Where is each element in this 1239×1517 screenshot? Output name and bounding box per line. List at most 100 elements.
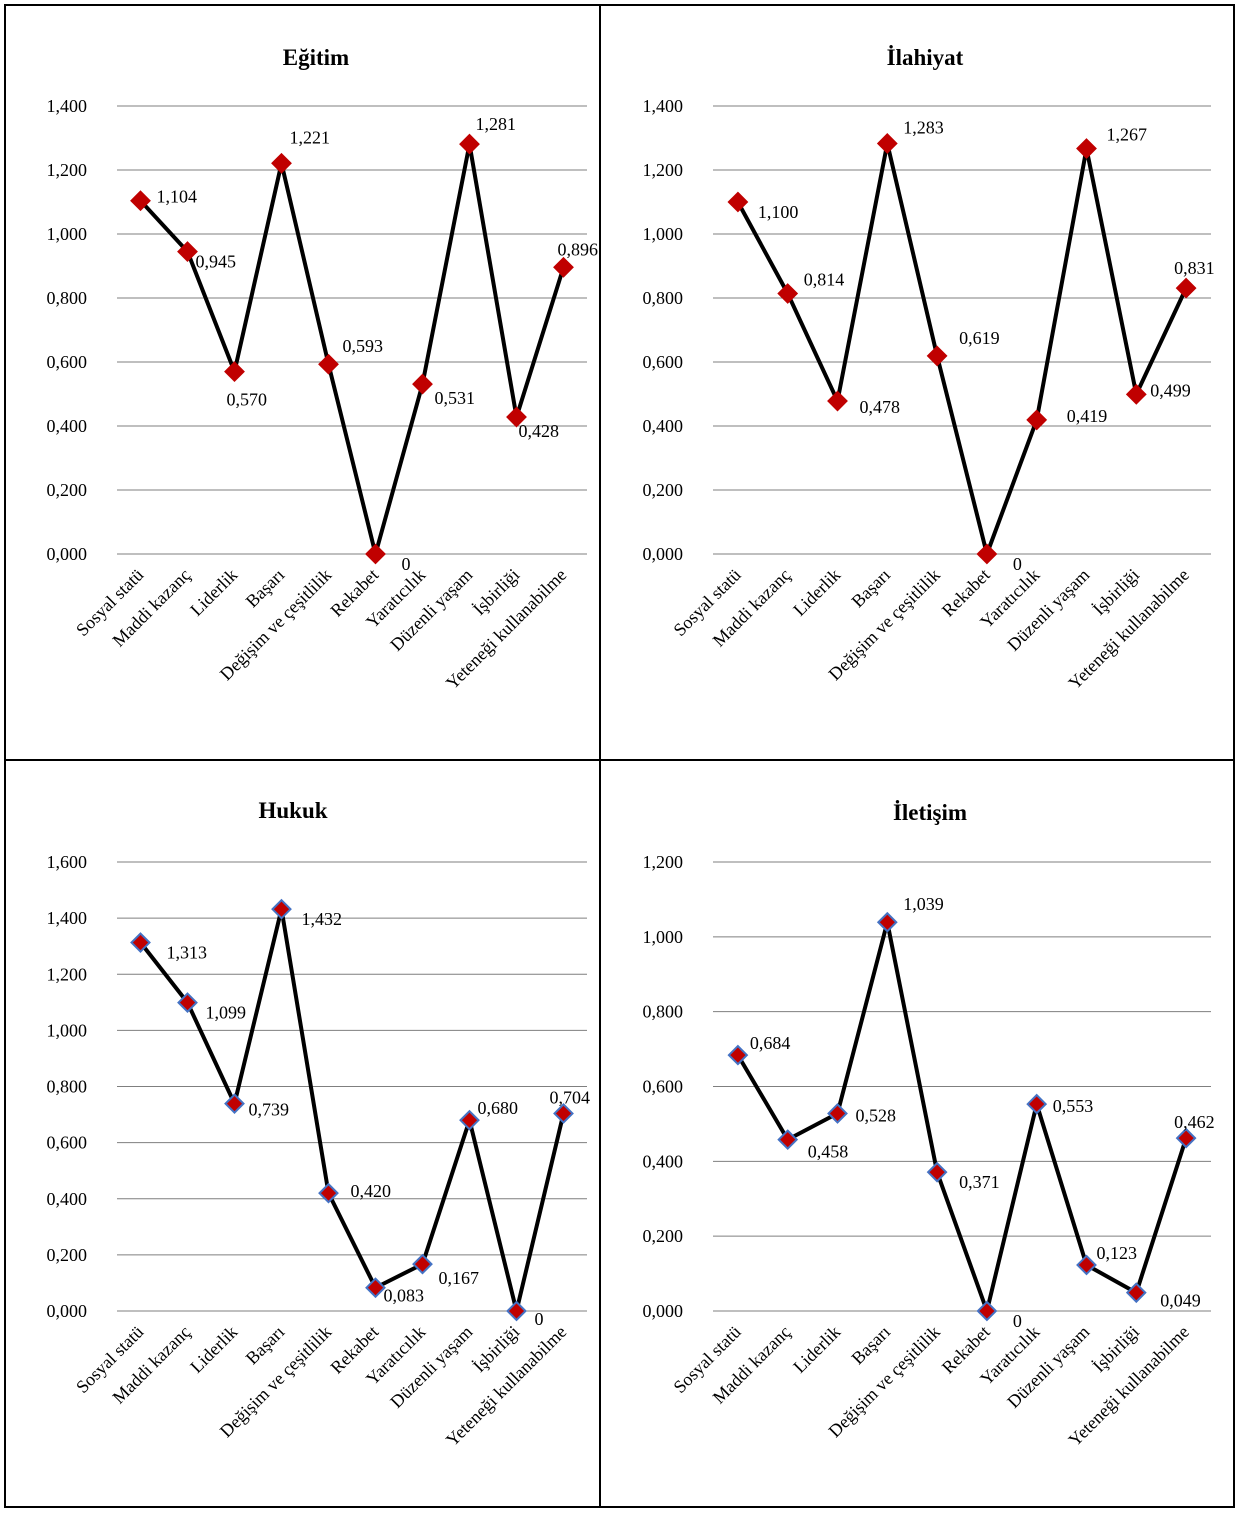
y-tick-label: 0,200 bbox=[643, 1226, 684, 1246]
y-tick-label: 0,200 bbox=[47, 1245, 88, 1265]
data-point-marker bbox=[1076, 138, 1097, 159]
y-tick-label: 0,400 bbox=[47, 416, 88, 436]
data-point-marker bbox=[1175, 277, 1197, 299]
data-label: 0,704 bbox=[550, 1087, 591, 1107]
table-frame bbox=[4, 4, 1235, 1508]
data-label: 0,680 bbox=[478, 1098, 519, 1118]
y-tick-label: 0,600 bbox=[47, 352, 88, 372]
data-point-marker bbox=[177, 992, 198, 1014]
data-label: 1,104 bbox=[157, 187, 198, 207]
data-label: 1,283 bbox=[903, 117, 944, 137]
data-label: 0,528 bbox=[856, 1105, 897, 1125]
data-point-marker bbox=[412, 373, 433, 395]
data-label: 0,619 bbox=[959, 328, 1000, 348]
y-tick-label: 1,200 bbox=[643, 852, 684, 872]
data-point-marker bbox=[459, 1109, 480, 1131]
data-label: 0,945 bbox=[196, 252, 237, 272]
data-point-marker bbox=[318, 1182, 339, 1204]
data-point-marker bbox=[459, 133, 480, 155]
data-point-marker bbox=[412, 1253, 433, 1275]
y-tick-label: 0,600 bbox=[643, 352, 684, 372]
data-label: 0 bbox=[1013, 1311, 1022, 1331]
y-tick-label: 1,600 bbox=[47, 852, 88, 872]
data-point-marker bbox=[224, 361, 245, 383]
y-tick-label: 1,200 bbox=[47, 160, 88, 180]
data-point-marker bbox=[1026, 1093, 1048, 1115]
y-tick-label: 0,600 bbox=[47, 1133, 88, 1153]
data-point-marker bbox=[777, 1129, 799, 1151]
data-point-marker bbox=[177, 241, 198, 263]
data-label: 0,428 bbox=[519, 421, 560, 441]
y-tick-label: 0,000 bbox=[47, 1301, 88, 1321]
data-label: 0,531 bbox=[435, 388, 476, 408]
data-label: 0,593 bbox=[343, 336, 384, 356]
data-label: 1,281 bbox=[476, 114, 517, 134]
y-tick-label: 0,000 bbox=[643, 1301, 684, 1321]
data-point-marker bbox=[553, 1103, 574, 1124]
series-line bbox=[736, 141, 1188, 556]
y-tick-label: 1,200 bbox=[47, 964, 88, 984]
data-label: 0,814 bbox=[804, 270, 845, 290]
data-label: 0,684 bbox=[750, 1033, 791, 1053]
y-tick-label: 0,400 bbox=[643, 416, 684, 436]
data-point-marker bbox=[976, 543, 998, 565]
data-point-marker bbox=[130, 190, 151, 212]
y-tick-label: 1,400 bbox=[47, 908, 88, 928]
y-tick-label: 1,000 bbox=[47, 224, 88, 244]
y-tick-label: 1,400 bbox=[643, 96, 684, 116]
data-point-marker bbox=[727, 191, 749, 213]
data-label: 0,462 bbox=[1174, 1112, 1215, 1132]
y-tick-label: 1,000 bbox=[47, 1020, 88, 1040]
data-point-marker bbox=[1026, 409, 1048, 431]
y-tick-label: 0,000 bbox=[643, 544, 684, 564]
series-line bbox=[736, 920, 1189, 1313]
data-point-marker bbox=[506, 1300, 527, 1322]
data-point-marker bbox=[318, 353, 339, 375]
data-point-marker bbox=[365, 1277, 386, 1299]
data-point-marker bbox=[224, 1093, 245, 1115]
y-tick-label: 0,400 bbox=[643, 1151, 684, 1171]
data-point-marker bbox=[926, 345, 948, 367]
data-label: 0,371 bbox=[959, 1172, 1000, 1192]
data-label: 1,099 bbox=[206, 1003, 247, 1023]
table-outer-border bbox=[4, 4, 1235, 1508]
series-line bbox=[138, 907, 566, 1313]
data-point-marker bbox=[365, 543, 386, 565]
y-tick-label: 0,400 bbox=[47, 1189, 88, 1209]
data-point-marker bbox=[130, 932, 151, 953]
series-line bbox=[139, 142, 566, 556]
data-label: 1,100 bbox=[758, 202, 799, 222]
data-point-marker bbox=[1175, 1127, 1197, 1149]
y-tick-label: 1,000 bbox=[643, 224, 684, 244]
data-label: 0,896 bbox=[558, 239, 599, 259]
chart-title: İlahiyat bbox=[887, 45, 964, 70]
y-tick-label: 0,600 bbox=[643, 1077, 684, 1097]
y-tick-label: 0,800 bbox=[643, 1002, 684, 1022]
data-label: 1,432 bbox=[302, 909, 343, 929]
data-point-marker bbox=[976, 1300, 998, 1322]
data-label: 0 bbox=[1013, 554, 1022, 574]
y-tick-label: 0,200 bbox=[643, 480, 684, 500]
y-tick-label: 0,000 bbox=[47, 544, 88, 564]
data-point-marker bbox=[827, 390, 848, 412]
y-tick-label: 1,200 bbox=[643, 160, 684, 180]
data-label: 0,739 bbox=[249, 1100, 290, 1120]
data-point-marker bbox=[777, 283, 799, 304]
data-point-marker bbox=[506, 406, 527, 428]
data-label: 1,039 bbox=[903, 894, 944, 914]
data-point-marker bbox=[271, 898, 292, 920]
data-point-marker bbox=[1125, 1282, 1147, 1304]
y-tick-label: 0,800 bbox=[643, 288, 684, 308]
data-point-marker bbox=[876, 133, 898, 154]
data-label: 0,083 bbox=[384, 1286, 425, 1306]
y-tick-label: 1,400 bbox=[47, 96, 88, 116]
data-label: 0 bbox=[535, 1309, 544, 1329]
data-label: 0 bbox=[402, 554, 411, 574]
chart-title: Hukuk bbox=[258, 798, 327, 823]
data-label: 0,419 bbox=[1067, 406, 1108, 426]
data-point-marker bbox=[553, 256, 574, 278]
data-point-marker bbox=[271, 152, 292, 174]
data-point-marker bbox=[727, 1044, 749, 1066]
data-label: 0,167 bbox=[439, 1268, 480, 1288]
